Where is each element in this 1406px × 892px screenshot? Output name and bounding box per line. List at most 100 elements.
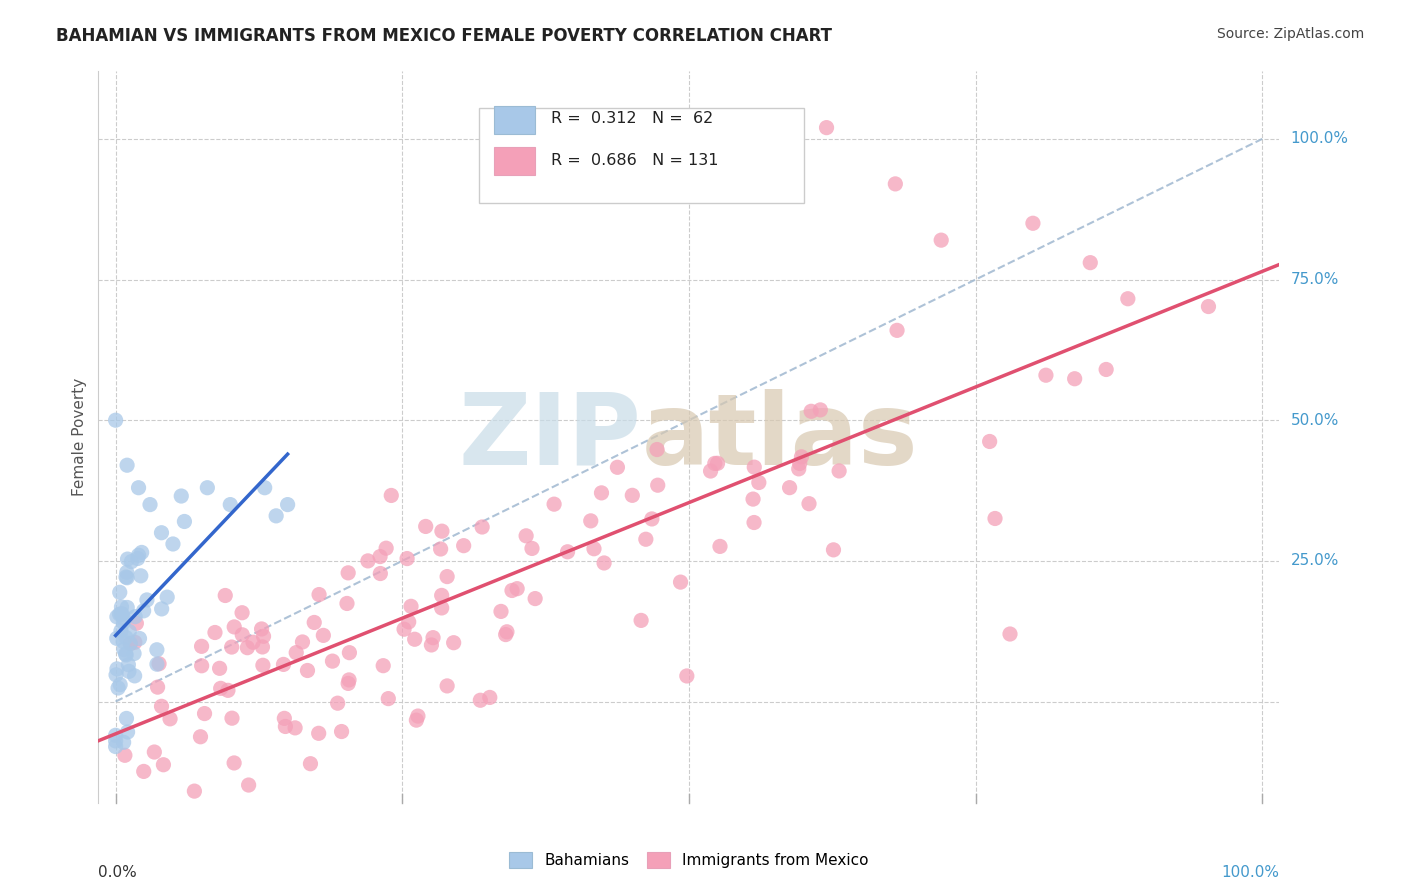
Point <box>641 512 664 526</box>
Point <box>436 569 458 583</box>
Point <box>404 632 426 647</box>
Point <box>495 627 517 641</box>
Point <box>748 475 770 490</box>
Point <box>143 745 166 759</box>
Point <box>779 481 801 495</box>
Point <box>336 597 359 611</box>
Point <box>124 669 146 683</box>
Point <box>506 582 529 596</box>
Y-axis label: Female Poverty: Female Poverty <box>72 378 87 496</box>
Point <box>150 525 173 540</box>
Point <box>112 611 135 625</box>
Point <box>339 646 361 660</box>
Point <box>111 607 134 621</box>
Text: Source: ZipAtlas.com: Source: ZipAtlas.com <box>1216 27 1364 41</box>
Point <box>429 541 451 556</box>
Point <box>135 593 157 607</box>
Point <box>405 713 427 727</box>
Text: R =  0.686   N = 131: R = 0.686 N = 131 <box>551 153 718 168</box>
Point <box>1078 255 1101 269</box>
Point <box>815 120 838 135</box>
Point <box>742 460 765 475</box>
Point <box>582 541 605 556</box>
Text: 100.0%: 100.0% <box>1222 865 1279 880</box>
Point <box>453 539 475 553</box>
Point <box>984 511 1007 525</box>
Text: 50.0%: 50.0% <box>1291 413 1339 427</box>
Point <box>669 575 692 590</box>
Point <box>1035 368 1057 383</box>
Point <box>787 462 810 476</box>
Point <box>120 555 142 569</box>
Point <box>209 681 232 696</box>
Point <box>193 706 215 721</box>
Point <box>489 604 512 618</box>
Point <box>162 537 184 551</box>
Point <box>823 542 845 557</box>
Point <box>630 614 652 628</box>
Point <box>190 640 212 654</box>
Point <box>797 497 820 511</box>
Point <box>105 662 128 676</box>
Point <box>420 638 443 652</box>
Point <box>105 632 128 646</box>
Text: ZIP: ZIP <box>458 389 641 485</box>
Point <box>398 615 420 629</box>
Point <box>127 551 149 566</box>
Point <box>110 607 132 622</box>
Point <box>114 647 136 661</box>
Bar <box>494 147 536 175</box>
Point <box>112 634 135 648</box>
Point <box>399 599 422 614</box>
Point <box>647 478 669 492</box>
Point <box>415 519 437 533</box>
Point <box>156 590 179 604</box>
Point <box>107 681 129 695</box>
Point <box>115 648 138 662</box>
Point <box>337 676 360 690</box>
Point <box>979 434 1001 449</box>
Point <box>236 640 259 655</box>
Point <box>115 600 138 615</box>
Legend: Bahamians, Immigrants from Mexico: Bahamians, Immigrants from Mexico <box>502 845 876 876</box>
Point <box>884 177 907 191</box>
Point <box>146 657 169 672</box>
Point <box>645 442 668 457</box>
Point <box>231 606 253 620</box>
Point <box>224 756 246 770</box>
Text: R =  0.312   N =  62: R = 0.312 N = 62 <box>551 112 713 127</box>
Point <box>108 585 131 599</box>
Point <box>430 588 453 602</box>
Point <box>392 622 415 636</box>
Point <box>321 654 343 668</box>
Point <box>173 515 195 529</box>
Point <box>285 646 308 660</box>
Point <box>929 233 952 247</box>
Point <box>357 554 380 568</box>
Bar <box>494 106 536 134</box>
Point <box>373 658 395 673</box>
Point <box>238 778 260 792</box>
Point <box>105 610 128 624</box>
Point <box>308 726 330 740</box>
Point <box>264 508 287 523</box>
Point <box>273 657 295 672</box>
FancyBboxPatch shape <box>478 108 803 203</box>
Point <box>250 622 273 636</box>
Point <box>104 413 127 427</box>
Point <box>886 323 908 337</box>
Point <box>1063 372 1085 386</box>
Point <box>131 545 153 559</box>
Point <box>152 757 174 772</box>
Point <box>789 457 811 471</box>
Point <box>742 516 765 530</box>
Point <box>190 730 212 744</box>
Point <box>515 529 537 543</box>
Point <box>146 680 169 694</box>
Point <box>124 609 146 624</box>
Point <box>291 635 314 649</box>
Point <box>224 620 246 634</box>
Point <box>277 498 299 512</box>
Point <box>217 683 239 698</box>
Point <box>115 458 138 473</box>
